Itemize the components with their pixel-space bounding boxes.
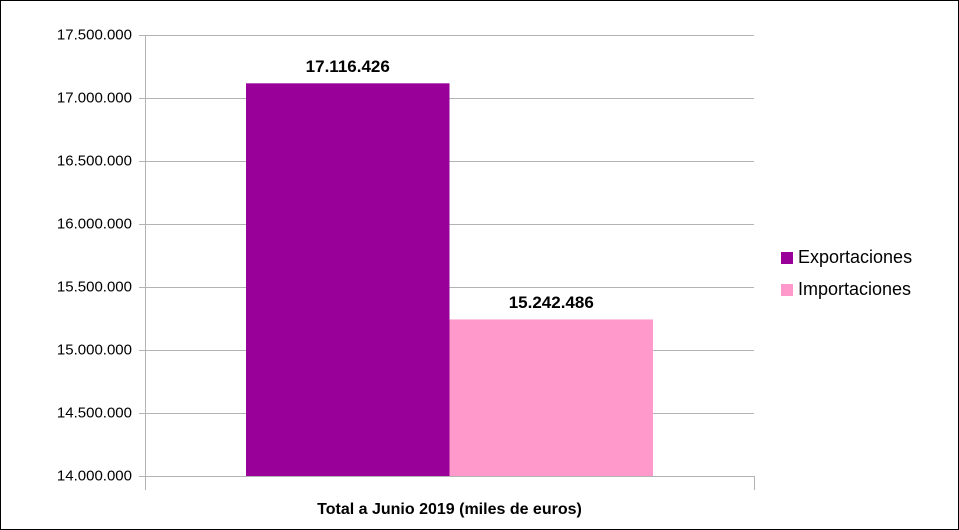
y-tick-label: 15.000.000 — [57, 341, 132, 358]
y-tick-label: 15.500.000 — [57, 278, 132, 295]
legend-label: Exportaciones — [798, 247, 912, 267]
y-tick-label: 16.500.000 — [57, 152, 132, 169]
y-tick-label: 17.500.000 — [57, 26, 132, 43]
bar — [449, 319, 653, 476]
legend-swatch — [781, 284, 793, 296]
value-label: 15.242.486 — [509, 293, 594, 312]
y-tick-label: 14.500.000 — [57, 404, 132, 421]
value-label: 17.116.426 — [306, 57, 390, 76]
legend-label: Importaciones — [798, 279, 911, 299]
y-tick-label: 17.000.000 — [57, 89, 132, 106]
y-tick-label: 16.000.000 — [57, 215, 132, 232]
y-tick-label: 14.000.000 — [57, 467, 132, 484]
legend-swatch — [781, 252, 793, 264]
bar — [246, 83, 450, 476]
x-tick-label: Total a Junio 2019 (miles de euros) — [317, 501, 582, 518]
